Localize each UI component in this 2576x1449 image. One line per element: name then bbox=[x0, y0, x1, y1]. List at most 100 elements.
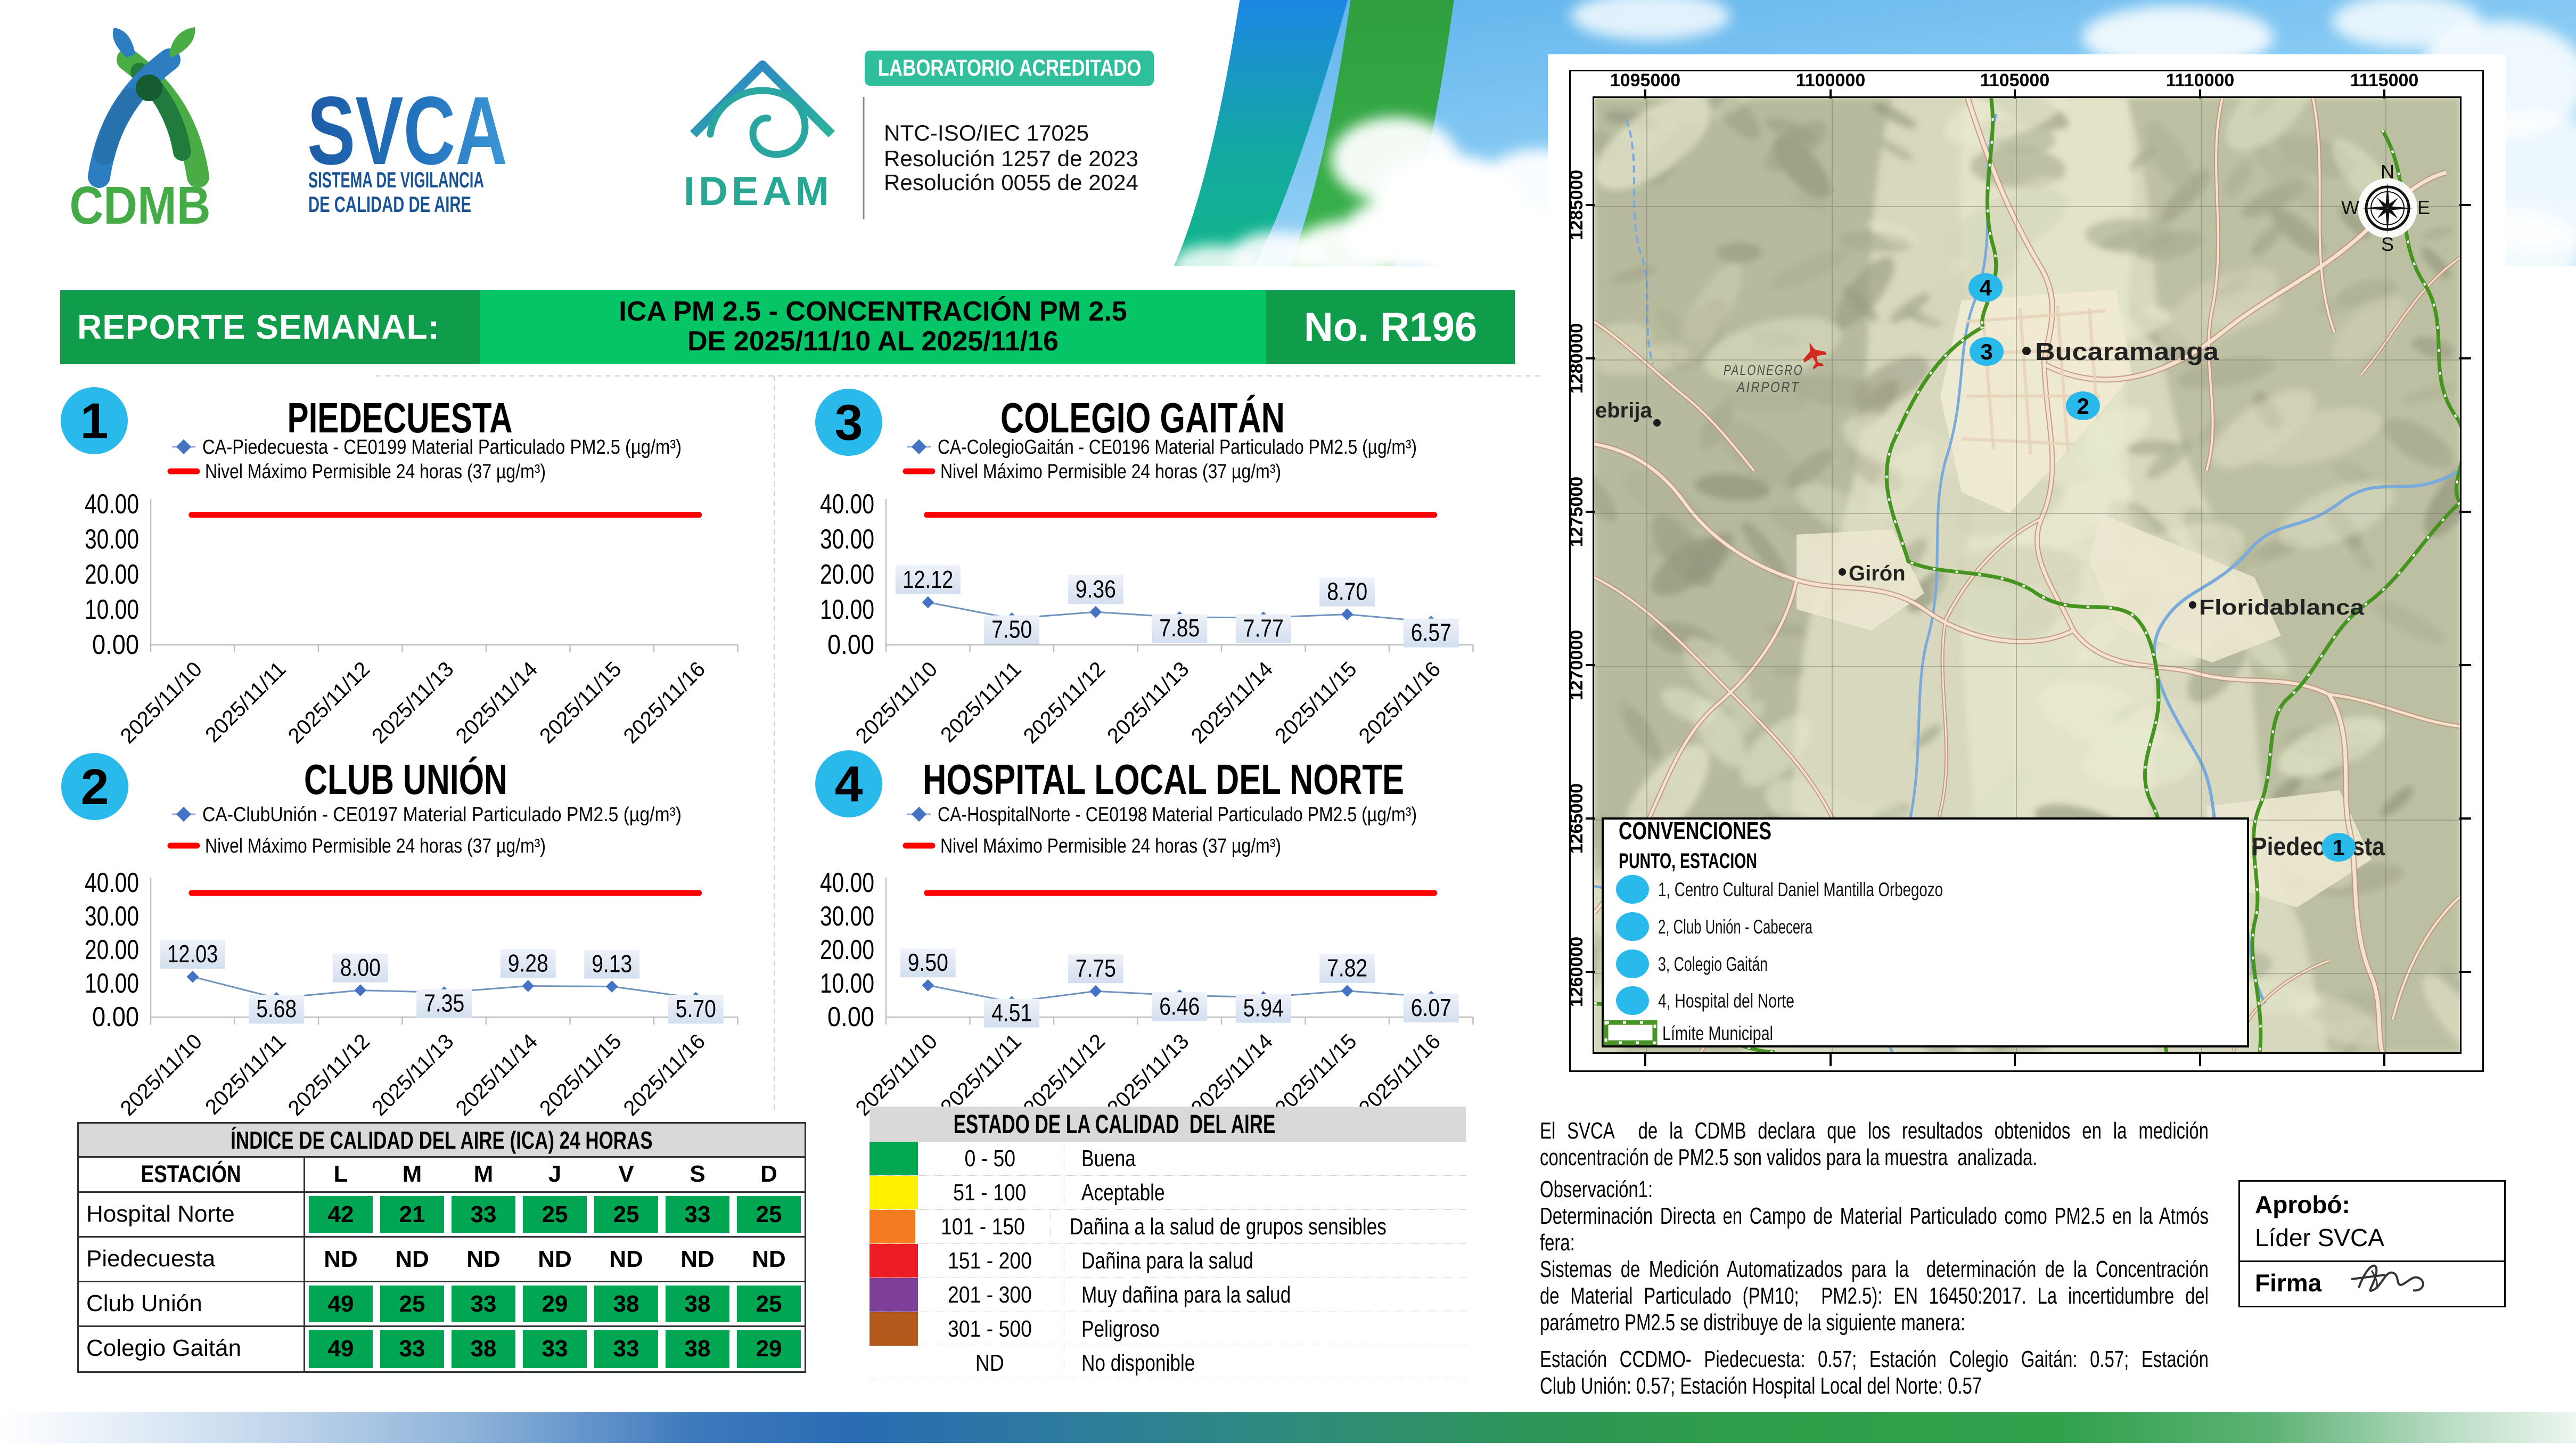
svg-text:Límite Municipal: Límite Municipal bbox=[1662, 1022, 1773, 1044]
svg-text:Resolución 1257 de 2023: Resolución 1257 de 2023 bbox=[884, 146, 1138, 171]
svg-text:2025/11/12: 2025/11/12 bbox=[1019, 657, 1110, 748]
svg-text:PALONEGRO: PALONEGRO bbox=[1724, 362, 1803, 378]
svg-text:3, Colegio Gaitán: 3, Colegio Gaitán bbox=[1658, 953, 1768, 975]
svg-text:30.00: 30.00 bbox=[85, 524, 139, 555]
svg-text:30.00: 30.00 bbox=[820, 524, 874, 555]
svg-text:2025/11/12: 2025/11/12 bbox=[284, 657, 375, 748]
svg-text:2025/11/13: 2025/11/13 bbox=[367, 657, 458, 748]
svg-text:CA-Piedecuesta - CE0199 Materi: CA-Piedecuesta - CE0199 Material Particu… bbox=[202, 436, 682, 459]
svg-text:5.68: 5.68 bbox=[256, 995, 297, 1022]
svg-text:2: 2 bbox=[2077, 394, 2089, 419]
svg-text:SVCA: SVCA bbox=[307, 76, 507, 185]
svg-text:2025/11/14: 2025/11/14 bbox=[452, 657, 543, 748]
svg-text:HOSPITAL LOCAL DEL NORTE: HOSPITAL LOCAL DEL NORTE bbox=[923, 756, 1404, 803]
svg-text:0.00: 0.00 bbox=[827, 629, 874, 660]
svg-text:0.00: 0.00 bbox=[92, 1002, 139, 1033]
svg-text:CA-HospitalNorte - CE0198 Mate: CA-HospitalNorte - CE0198 Material Parti… bbox=[938, 804, 1417, 826]
svg-text:2025/11/16: 2025/11/16 bbox=[619, 1029, 710, 1120]
svg-text:1275000: 1275000 bbox=[1566, 477, 1587, 547]
svg-text:PIEDECUESTA: PIEDECUESTA bbox=[288, 394, 513, 441]
svg-text:10.00: 10.00 bbox=[820, 968, 874, 999]
svg-text:CLUB UNIÓN: CLUB UNIÓN bbox=[304, 756, 507, 803]
svg-text:2: 2 bbox=[81, 759, 109, 815]
svg-text:2025/11/13: 2025/11/13 bbox=[1103, 657, 1194, 748]
svg-text:W: W bbox=[2341, 197, 2359, 218]
svg-text:SISTEMA DE VIGILANCIA: SISTEMA DE VIGILANCIA bbox=[308, 167, 484, 192]
svg-text:2025/11/16: 2025/11/16 bbox=[619, 657, 710, 748]
svg-text:1, Centro Cultural Daniel Mant: 1, Centro Cultural Daniel Mantilla Orbeg… bbox=[1658, 879, 1943, 900]
svg-text:9.28: 9.28 bbox=[508, 949, 548, 977]
svg-text:2025/11/15: 2025/11/15 bbox=[1270, 657, 1361, 748]
svg-text:2025/11/14: 2025/11/14 bbox=[1187, 657, 1278, 748]
svg-text:2025/11/14: 2025/11/14 bbox=[452, 1029, 543, 1120]
svg-text:PUNTO, ESTACION: PUNTO, ESTACION bbox=[1619, 849, 1757, 873]
svg-text:30.00: 30.00 bbox=[85, 901, 139, 932]
svg-text:1105000: 1105000 bbox=[1980, 70, 2050, 91]
svg-text:Nivel Máximo Permisible 24 hor: Nivel Máximo Permisible 24 horas (37 µg/… bbox=[940, 835, 1281, 857]
svg-text:2025/11/15: 2025/11/15 bbox=[535, 1029, 626, 1120]
svg-text:1095000: 1095000 bbox=[1610, 70, 1680, 91]
svg-text:10.00: 10.00 bbox=[85, 968, 139, 999]
svg-text:8.70: 8.70 bbox=[1327, 578, 1367, 605]
svg-text:2025/11/12: 2025/11/12 bbox=[284, 1029, 375, 1120]
svg-text:LABORATORIO ACREDITADO: LABORATORIO ACREDITADO bbox=[878, 55, 1142, 81]
svg-text:2025/11/16: 2025/11/16 bbox=[1355, 657, 1446, 748]
svg-text:2, Club Unión - Cabecera: 2, Club Unión - Cabecera bbox=[1658, 916, 1812, 938]
svg-text:Bucaramanga: Bucaramanga bbox=[2035, 338, 2219, 365]
svg-text:CA-ClubUnión - CE0197 Material: CA-ClubUnión - CE0197 Material Particula… bbox=[202, 804, 682, 826]
svg-text:12.03: 12.03 bbox=[167, 940, 218, 968]
svg-text:Nivel Máximo Permisible 24 hor: Nivel Máximo Permisible 24 horas (37 µg/… bbox=[205, 835, 546, 857]
svg-text:6.07: 6.07 bbox=[1411, 994, 1451, 1021]
svg-text:1110000: 1110000 bbox=[2166, 70, 2235, 91]
svg-text:6.57: 6.57 bbox=[1411, 619, 1451, 646]
svg-text:6.46: 6.46 bbox=[1159, 992, 1200, 1020]
svg-text:2025/11/10: 2025/11/10 bbox=[851, 657, 942, 748]
svg-text:9.36: 9.36 bbox=[1076, 575, 1116, 603]
svg-text:1280000: 1280000 bbox=[1566, 323, 1587, 394]
svg-text:7.35: 7.35 bbox=[424, 989, 464, 1017]
svg-text:7.85: 7.85 bbox=[1159, 614, 1200, 642]
svg-text:1115000: 1115000 bbox=[2350, 70, 2419, 91]
svg-text:ebrija: ebrija bbox=[1595, 399, 1652, 422]
svg-text:AIRPORT: AIRPORT bbox=[1736, 379, 1800, 395]
svg-text:4, Hospital del Norte: 4, Hospital del Norte bbox=[1658, 990, 1794, 1012]
svg-text:2025/11/11: 2025/11/11 bbox=[201, 657, 290, 747]
svg-text:12.12: 12.12 bbox=[903, 566, 953, 593]
svg-text:40.00: 40.00 bbox=[820, 867, 874, 898]
svg-text:10.00: 10.00 bbox=[85, 594, 139, 625]
svg-text:9.13: 9.13 bbox=[592, 950, 632, 978]
svg-text:7.82: 7.82 bbox=[1327, 954, 1367, 982]
svg-text:N: N bbox=[2381, 161, 2394, 183]
svg-text:20.00: 20.00 bbox=[85, 559, 139, 590]
svg-text:4: 4 bbox=[835, 756, 863, 813]
svg-text:3: 3 bbox=[1980, 339, 1992, 364]
svg-text:2025/11/10: 2025/11/10 bbox=[116, 657, 207, 748]
svg-text:5.70: 5.70 bbox=[676, 995, 716, 1022]
svg-text:7.75: 7.75 bbox=[1076, 954, 1116, 982]
svg-text:7.77: 7.77 bbox=[1243, 615, 1284, 642]
svg-text:Nivel Máximo Permisible 24 hor: Nivel Máximo Permisible 24 horas (37 µg/… bbox=[940, 461, 1281, 483]
svg-text:CONVENCIONES: CONVENCIONES bbox=[1619, 817, 1771, 845]
svg-text:1: 1 bbox=[2332, 835, 2344, 860]
svg-text:1260000: 1260000 bbox=[1566, 937, 1587, 1007]
svg-text:20.00: 20.00 bbox=[820, 559, 874, 590]
svg-text:DE CALIDAD DE AIRE: DE CALIDAD DE AIRE bbox=[308, 192, 471, 217]
svg-text:40.00: 40.00 bbox=[85, 489, 139, 520]
svg-text:IDEAM: IDEAM bbox=[684, 169, 833, 214]
svg-text:2025/11/15: 2025/11/15 bbox=[535, 657, 626, 748]
svg-text:1270000: 1270000 bbox=[1566, 630, 1587, 700]
svg-text:10.00: 10.00 bbox=[820, 594, 874, 625]
svg-text:2025/11/11: 2025/11/11 bbox=[936, 1029, 1026, 1119]
svg-text:0.00: 0.00 bbox=[92, 629, 139, 660]
svg-text:Floridablanca: Floridablanca bbox=[2199, 596, 2365, 619]
svg-text:1265000: 1265000 bbox=[1566, 783, 1587, 854]
svg-text:1285000: 1285000 bbox=[1566, 170, 1587, 240]
svg-text:7.50: 7.50 bbox=[991, 616, 1032, 643]
svg-text:9.50: 9.50 bbox=[908, 948, 948, 976]
svg-text:1: 1 bbox=[80, 393, 109, 449]
svg-text:Girón: Girón bbox=[1849, 562, 1906, 585]
svg-text:40.00: 40.00 bbox=[820, 489, 874, 520]
svg-text:E: E bbox=[2417, 197, 2430, 218]
svg-text:4.51: 4.51 bbox=[991, 999, 1032, 1027]
svg-text:CA-ColegioGaitán - CE0196 Mat: CA-ColegioGaitán - CE0196 Material Parti… bbox=[938, 436, 1417, 459]
